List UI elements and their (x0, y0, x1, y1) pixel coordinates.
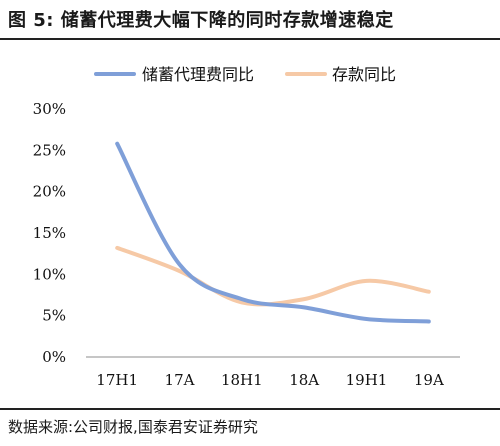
y-tick-label: 0% (42, 348, 66, 366)
legend-label-0: 储蓄代理费同比 (142, 65, 254, 84)
x-tick-label: 19H1 (346, 371, 388, 389)
x-tick-label: 17A (165, 371, 195, 389)
y-tick-label: 5% (42, 307, 66, 325)
source-rule (0, 408, 500, 410)
y-tick-label: 20% (33, 183, 66, 201)
legend-label-1: 存款同比 (332, 65, 396, 84)
y-tick-label: 10% (33, 265, 66, 283)
x-tick-label: 18A (289, 371, 319, 389)
y-tick-label: 30% (33, 100, 66, 118)
figure-title: 图 5: 储蓄代理费大幅下降的同时存款增速稳定 (8, 10, 394, 31)
series-lines (115, 141, 431, 324)
x-tick-label: 17H1 (96, 371, 138, 389)
y-tick-label: 25% (33, 141, 66, 159)
y-tick-label: 15% (33, 224, 66, 242)
y-axis-ticks: 0% 5% 10% 15% 20% 25% 30% (33, 100, 66, 366)
x-tick-label: 19A (414, 371, 444, 389)
x-axis-ticks: 17H1 17A 18H1 18A 19H1 19A (96, 371, 444, 389)
series-line-1 (115, 245, 431, 307)
series-line-0 (115, 141, 431, 324)
source-note: 数据来源:公司财报,国泰君安证券研究 (8, 418, 258, 436)
x-tick-label: 18H1 (221, 371, 263, 389)
title-rule (0, 38, 500, 40)
chart-legend: 储蓄代理费同比 存款同比 (94, 65, 396, 84)
